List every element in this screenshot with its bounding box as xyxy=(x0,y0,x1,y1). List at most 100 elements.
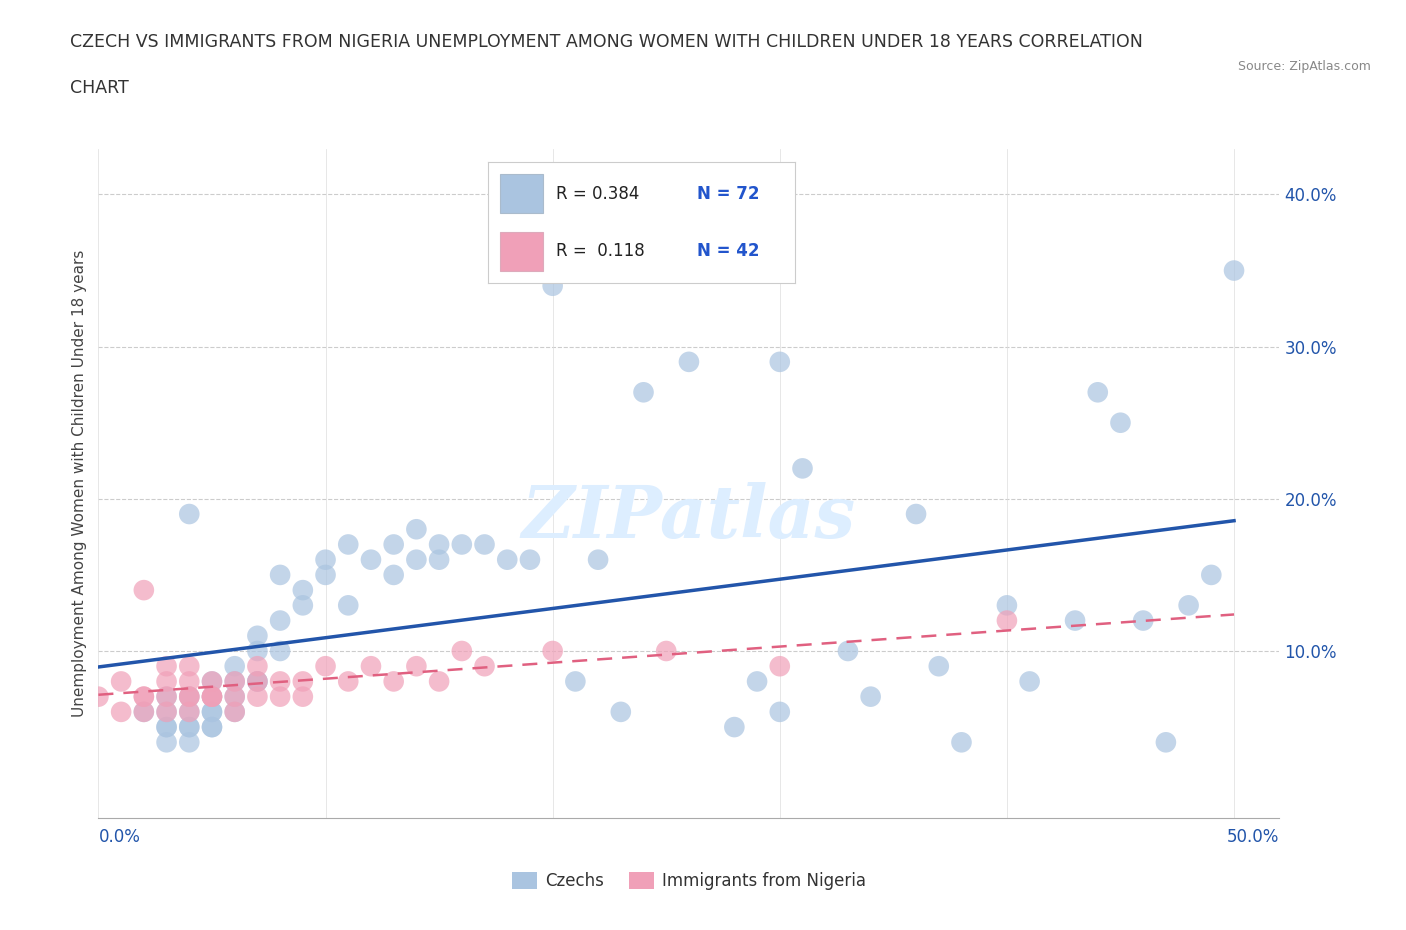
Point xyxy=(155,674,177,689)
Point xyxy=(155,689,177,704)
Point xyxy=(201,674,224,689)
Point xyxy=(155,720,177,735)
Point xyxy=(1018,674,1040,689)
Point xyxy=(224,658,246,673)
Point xyxy=(201,689,224,704)
Point xyxy=(110,704,132,719)
Point xyxy=(382,567,405,582)
Point xyxy=(155,720,177,735)
Point xyxy=(201,704,224,719)
Point xyxy=(179,689,201,704)
Point xyxy=(291,674,314,689)
Point xyxy=(179,735,201,750)
Point xyxy=(201,689,224,704)
Point xyxy=(474,658,496,673)
Point xyxy=(564,674,586,689)
Point xyxy=(405,522,427,537)
Point xyxy=(224,689,246,704)
Point xyxy=(382,674,405,689)
Point xyxy=(132,704,155,719)
Point xyxy=(179,658,201,673)
Point xyxy=(246,674,269,689)
Point xyxy=(337,598,360,613)
Point xyxy=(405,552,427,567)
Point xyxy=(1132,613,1154,628)
Point xyxy=(201,674,224,689)
Point xyxy=(269,613,291,628)
Point xyxy=(769,704,792,719)
Point xyxy=(450,644,472,658)
Point xyxy=(541,278,564,293)
Point xyxy=(291,583,314,598)
Point xyxy=(315,552,337,567)
Point xyxy=(541,644,564,658)
Point xyxy=(586,552,609,567)
Point xyxy=(224,704,246,719)
Point xyxy=(1177,598,1199,613)
Text: CZECH VS IMMIGRANTS FROM NIGERIA UNEMPLOYMENT AMONG WOMEN WITH CHILDREN UNDER 18: CZECH VS IMMIGRANTS FROM NIGERIA UNEMPLO… xyxy=(70,33,1143,50)
Point xyxy=(155,704,177,719)
Point xyxy=(382,537,405,551)
Point xyxy=(655,644,678,658)
Point xyxy=(155,704,177,719)
Point xyxy=(1154,735,1177,750)
Point xyxy=(450,537,472,551)
Point xyxy=(179,689,201,704)
Point xyxy=(859,689,882,704)
Point xyxy=(132,583,155,598)
Text: ZIPatlas: ZIPatlas xyxy=(522,482,856,552)
Point xyxy=(496,552,519,567)
Point xyxy=(405,658,427,673)
Point xyxy=(201,689,224,704)
Point xyxy=(246,658,269,673)
Point xyxy=(155,689,177,704)
Point xyxy=(474,537,496,551)
Point xyxy=(837,644,859,658)
Point xyxy=(315,658,337,673)
Point xyxy=(269,689,291,704)
Point xyxy=(427,552,450,567)
Point xyxy=(427,537,450,551)
Point xyxy=(291,689,314,704)
Point xyxy=(132,689,155,704)
Point xyxy=(905,507,928,522)
Point xyxy=(201,704,224,719)
Point xyxy=(179,720,201,735)
Point xyxy=(950,735,973,750)
Point xyxy=(315,567,337,582)
Point xyxy=(269,674,291,689)
Point xyxy=(769,658,792,673)
Point xyxy=(360,658,382,673)
Point xyxy=(610,704,633,719)
Point xyxy=(201,720,224,735)
Point xyxy=(110,674,132,689)
Point xyxy=(745,674,768,689)
Point xyxy=(246,689,269,704)
Point xyxy=(224,689,246,704)
Point xyxy=(1109,416,1132,431)
Point xyxy=(179,720,201,735)
Point xyxy=(201,689,224,704)
Point xyxy=(179,507,201,522)
Point xyxy=(519,552,541,567)
Point xyxy=(1064,613,1087,628)
Legend: Czechs, Immigrants from Nigeria: Czechs, Immigrants from Nigeria xyxy=(505,866,873,897)
Point xyxy=(179,704,201,719)
Point xyxy=(224,704,246,719)
Text: CHART: CHART xyxy=(70,79,129,97)
Point xyxy=(769,354,792,369)
Text: 50.0%: 50.0% xyxy=(1227,828,1279,845)
Point xyxy=(678,354,700,369)
Point xyxy=(246,674,269,689)
Point xyxy=(179,689,201,704)
Point xyxy=(269,567,291,582)
Point xyxy=(201,720,224,735)
Point xyxy=(155,735,177,750)
Point xyxy=(87,689,110,704)
Point xyxy=(427,674,450,689)
Point xyxy=(132,704,155,719)
Point xyxy=(1087,385,1109,400)
Point xyxy=(246,629,269,644)
Y-axis label: Unemployment Among Women with Children Under 18 years: Unemployment Among Women with Children U… xyxy=(72,250,87,717)
Point xyxy=(132,689,155,704)
